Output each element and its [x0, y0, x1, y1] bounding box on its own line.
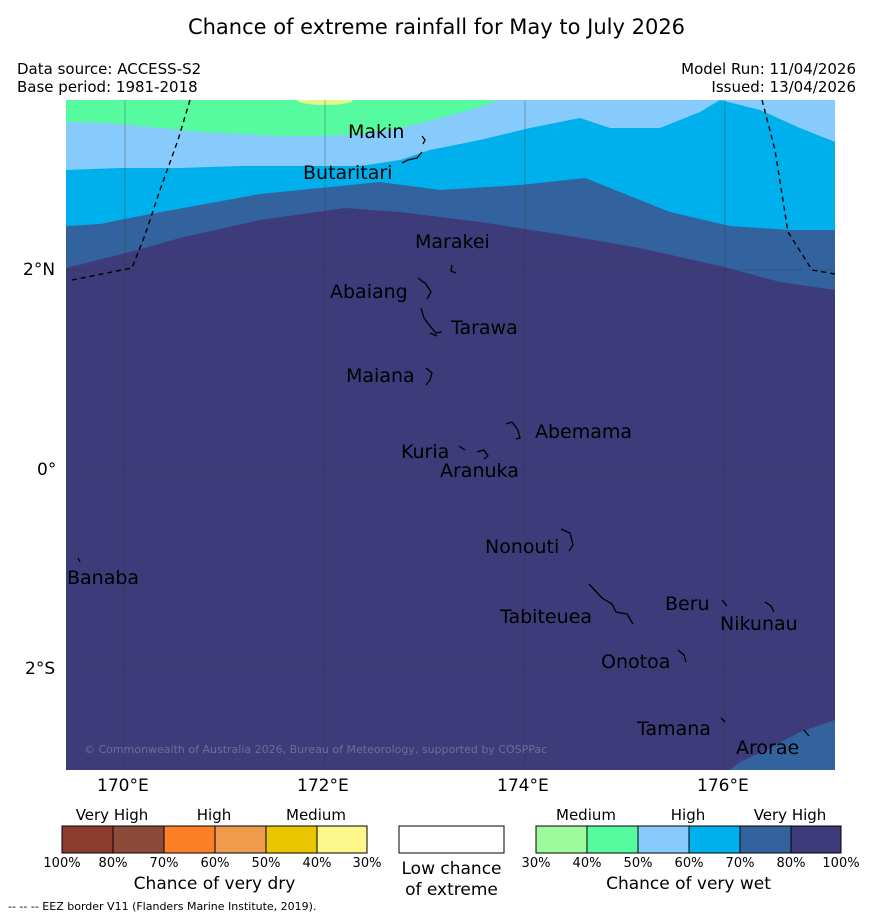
wet-header-high: High: [670, 806, 706, 824]
maiana-outline: [425, 367, 433, 386]
wet-swatch-60-70: [688, 825, 741, 854]
dry-tick-100: 100%: [43, 856, 81, 871]
wet-tick-30: 30%: [521, 856, 551, 871]
meta-left: Data source: ACCESS-S2 Base period: 1981…: [17, 60, 201, 96]
low-chance-caption-2: of extreme: [405, 880, 498, 900]
tarawa-outline: [420, 307, 443, 337]
place-label-tarawa: Tarawa: [451, 317, 518, 339]
wet-header-medium: Medium: [556, 806, 616, 824]
wet-tick-80: 80%: [776, 856, 806, 871]
onotoa-outline: [677, 649, 687, 663]
place-label-beru: Beru: [665, 593, 710, 615]
place-label-kuria: Kuria: [401, 441, 450, 463]
lon-tick-174e: 174°E: [497, 776, 549, 796]
place-label-butaritari: Butaritari: [303, 162, 393, 184]
aranuka-outline: [476, 449, 489, 460]
tabiteuea-outline: [588, 583, 634, 625]
dry-swatch-60-50: [214, 825, 267, 854]
wet-caption: Chance of very wet: [606, 874, 771, 894]
dry-caption: Chance of very dry: [133, 874, 296, 894]
lon-tick-170e: 170°E: [97, 776, 149, 796]
place-label-makin: Makin: [348, 121, 405, 143]
nonouti-outline: [560, 528, 574, 552]
dry-tick-50: 50%: [251, 856, 281, 871]
eez-footnote: -- -- -- EEZ border V11 (Flanders Marine…: [8, 900, 317, 913]
abaiang-outline: [417, 277, 432, 300]
wet-very-high-1-southeast: [730, 720, 835, 770]
wet-medium-1-patch: [297, 100, 353, 105]
graticule: [66, 100, 835, 770]
lon-tick-172e: 172°E: [297, 776, 349, 796]
dry-tick-30: 30%: [352, 856, 382, 871]
wet-swatch-80-100: [790, 825, 842, 854]
place-label-aranuka: Aranuka: [440, 460, 519, 482]
place-label-marakei: Marakei: [415, 231, 490, 253]
meta-right: Model Run: 11/04/2026 Issued: 13/04/2026: [681, 60, 856, 96]
lat-tick-2s: 2°S: [25, 659, 56, 679]
place-label-tabiteuea: Tabiteuea: [500, 606, 592, 628]
dry-header-high: High: [196, 806, 232, 824]
wet-swatch-50-60: [637, 825, 690, 854]
wet-tick-70: 70%: [725, 856, 755, 871]
lat-tick-2n: 2°N: [23, 260, 56, 280]
wet-swatch-40-50: [586, 825, 639, 854]
place-label-maiana: Maiana: [346, 365, 415, 387]
banaba-outline: [77, 557, 81, 563]
abemama-outline: [505, 421, 521, 440]
nikunau-outline: [764, 601, 775, 613]
arorae-outline: [803, 729, 810, 737]
data-source: Data source: ACCESS-S2: [17, 60, 202, 78]
issued-date: Issued: 13/04/2026: [711, 78, 856, 96]
dry-swatch-50-40: [265, 825, 318, 854]
wet-swatch-30-40: [535, 825, 588, 854]
wet-tick-40: 40%: [572, 856, 602, 871]
place-label-onotoa: Onotoa: [601, 651, 671, 673]
wet-tick-100: 100%: [822, 856, 860, 871]
dry-tick-40: 40%: [302, 856, 332, 871]
low-chance-swatch: [398, 825, 505, 854]
place-label-arorae: Arorae: [736, 737, 800, 759]
dry-swatch-40-30: [316, 825, 368, 854]
wet-swatch-70-80: [739, 825, 792, 854]
dry-tick-80: 80%: [98, 856, 128, 871]
map-title: Chance of extreme rainfall for May to Ju…: [187, 15, 686, 39]
wet-medium-2-region: [66, 100, 500, 136]
eez-border-west: [71, 100, 191, 281]
place-label-banaba: Banaba: [67, 567, 140, 589]
beru-outline: [721, 599, 728, 607]
marakei-outline: [450, 264, 457, 274]
place-label-abaiang: Abaiang: [330, 281, 408, 303]
copyright-notice: © Commonwealth of Australia 2026, Bureau…: [84, 743, 548, 756]
place-label-nonouti: Nonouti: [485, 536, 560, 558]
place-label-abemama: Abemama: [535, 421, 633, 443]
dry-tick-60: 60%: [200, 856, 230, 871]
dry-swatch-80-70: [112, 825, 165, 854]
dry-swatch-70-60: [163, 825, 216, 854]
dry-tick-70: 70%: [149, 856, 179, 871]
kuria-outline: [458, 445, 466, 451]
wet-tick-60: 60%: [674, 856, 704, 871]
butaritari-outline: [401, 151, 423, 164]
makin-outline: [421, 135, 426, 145]
model-run: Model Run: 11/04/2026: [681, 60, 856, 78]
lat-tick-0: 0°: [37, 460, 57, 480]
wet-tick-50: 50%: [623, 856, 653, 871]
lon-tick-176e: 176°E: [697, 776, 749, 796]
wet-header-very-high: Very High: [753, 806, 827, 824]
place-label-tamana: Tamana: [637, 718, 711, 740]
rainfall-layer: [66, 100, 835, 770]
island-outlines: [77, 135, 810, 737]
place-label-nikunau: Nikunau: [720, 613, 798, 635]
base-period: Base period: 1981-2018: [17, 78, 198, 96]
dry-header-very-high: Very High: [75, 806, 149, 824]
dry-header-medium: Medium: [286, 806, 346, 824]
low-chance-caption-1: Low chance: [401, 859, 502, 879]
dry-swatch-100-80: [61, 825, 114, 854]
tamana-outline: [720, 717, 726, 723]
